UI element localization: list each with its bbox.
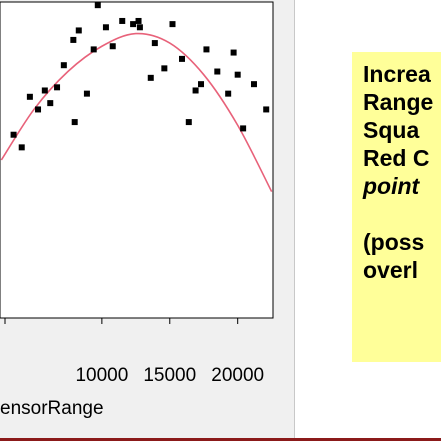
note-line-1: Increa bbox=[363, 61, 431, 87]
note-line-7: (poss bbox=[363, 229, 425, 255]
data-point-0 bbox=[10, 131, 17, 138]
note-line-8: overl bbox=[363, 257, 418, 283]
note-line-6 bbox=[363, 200, 441, 228]
data-point-15 bbox=[151, 40, 158, 47]
data-point-25 bbox=[71, 119, 78, 126]
data-point-32 bbox=[192, 87, 199, 94]
note-callout: Increa Range Squa Red C point (poss over… bbox=[352, 52, 441, 362]
data-point-28 bbox=[109, 43, 116, 50]
note-line-3: Squa bbox=[363, 117, 420, 143]
data-point-16 bbox=[161, 65, 168, 72]
data-point-9 bbox=[75, 27, 82, 34]
data-point-3 bbox=[35, 106, 42, 113]
data-point-14 bbox=[136, 24, 143, 31]
data-point-11 bbox=[102, 24, 109, 31]
scatter-chart: 10000 15000 20000 ensorRange bbox=[0, 1, 274, 419]
data-point-30 bbox=[147, 74, 154, 81]
chart-panel: 10000 15000 20000 ensorRange bbox=[0, 0, 295, 438]
x-tick-label-0: 10000 bbox=[75, 365, 128, 386]
data-point-35 bbox=[234, 71, 241, 78]
data-point-13 bbox=[130, 21, 137, 28]
data-point-26 bbox=[83, 90, 90, 97]
bottom-rule bbox=[0, 438, 441, 441]
data-point-27 bbox=[90, 46, 97, 53]
data-point-5 bbox=[47, 100, 54, 107]
fit-curve-layer bbox=[0, 32, 273, 192]
data-point-2 bbox=[26, 93, 33, 100]
data-point-22 bbox=[240, 125, 247, 132]
data-point-18 bbox=[179, 55, 185, 62]
plot-area bbox=[0, 1, 274, 319]
data-point-19 bbox=[198, 81, 205, 88]
note-line-2: Range bbox=[363, 89, 434, 115]
data-point-17 bbox=[169, 21, 176, 28]
x-axis-label: ensorRange bbox=[0, 398, 104, 419]
data-point-34 bbox=[230, 49, 237, 56]
data-point-10 bbox=[94, 2, 101, 9]
data-point-31 bbox=[185, 119, 192, 126]
fit-curve-0 bbox=[0, 32, 273, 192]
x-tick-label-1: 15000 bbox=[143, 365, 196, 386]
data-points-layer bbox=[10, 2, 270, 151]
data-point-1 bbox=[18, 144, 25, 151]
data-point-12 bbox=[119, 17, 126, 24]
note-line-5: point bbox=[363, 173, 420, 199]
note-line-4: Red C bbox=[363, 145, 430, 171]
data-point-24 bbox=[263, 106, 270, 113]
data-point-20 bbox=[214, 68, 221, 75]
data-point-33 bbox=[203, 46, 210, 53]
x-tick-label-2: 20000 bbox=[211, 365, 264, 386]
data-point-6 bbox=[54, 84, 61, 91]
data-point-4 bbox=[41, 87, 48, 94]
data-point-23 bbox=[250, 81, 257, 88]
data-point-29 bbox=[135, 17, 142, 24]
data-point-21 bbox=[225, 90, 232, 97]
data-point-7 bbox=[60, 62, 67, 69]
x-axis-ticks: 10000 15000 20000 bbox=[4, 318, 264, 386]
data-point-8 bbox=[70, 36, 77, 43]
